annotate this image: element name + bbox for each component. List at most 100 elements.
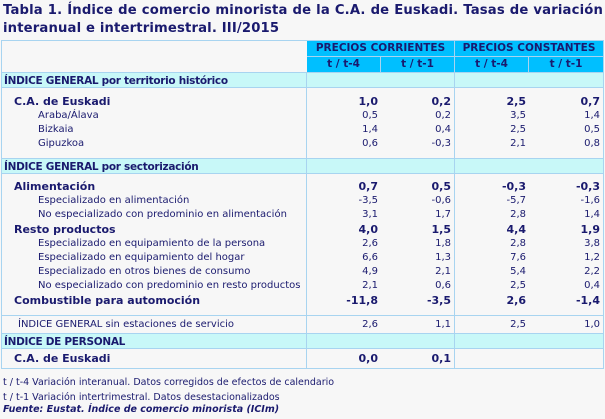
- section-header: ÍNDICE GENERAL por territorio histórico: [2, 72, 603, 88]
- header-sub-row: t / t-4 t / t-1 t / t-4 t / t-1: [2, 56, 603, 72]
- table-row: Alimentación 0,7 0,5 -0,3 -0,3: [2, 179, 603, 194]
- table-row: Especializado en equipamiento de la pers…: [2, 237, 603, 251]
- cell: [455, 349, 529, 368]
- cell: 7,6: [510, 252, 526, 263]
- table-row: Resto productos 4,0 1,5 4,4 1,9: [2, 222, 603, 237]
- note-interanual: t / t-4 Variación interanual. Datos corr…: [3, 377, 335, 388]
- cell: [529, 349, 603, 368]
- cell: 0,6: [381, 279, 455, 293]
- row-label: Resto productos: [2, 222, 307, 237]
- cell: -1,4: [575, 294, 600, 307]
- table-title: Tabla 1. Índice de comercio minorista de…: [3, 3, 603, 36]
- cell: 0,0: [358, 352, 379, 365]
- header-precios-corrientes: PRECIOS CORRIENTES: [307, 41, 455, 56]
- section-fill: [307, 334, 455, 348]
- section-fill: [307, 159, 455, 173]
- header-col: t / t-4: [307, 56, 381, 72]
- cell: 0,1: [381, 349, 455, 368]
- table-row: Especializado en otros bienes de consumo…: [2, 265, 603, 279]
- footnotes: t / t-4 Variación interanual. Datos corr…: [3, 375, 334, 416]
- cell: 0,4: [381, 123, 455, 137]
- spacer: [2, 88, 603, 94]
- section-fill: [307, 73, 455, 87]
- cell: 2,8: [510, 209, 526, 220]
- cell: -3,5: [381, 293, 455, 309]
- section-title: ÍNDICE GENERAL por territorio histórico: [2, 73, 307, 87]
- row-label: Bizkaia: [2, 123, 307, 137]
- row-label: Especializado en alimentación: [2, 194, 307, 208]
- note-intertrimestral: t / t-1 Variación intertrimestral. Datos…: [3, 392, 280, 403]
- spacer: [2, 174, 603, 179]
- section-fill: [455, 159, 603, 173]
- cell: 2,6: [362, 319, 378, 330]
- cell: -0,3: [381, 137, 455, 151]
- row-label: Especializado en equipamiento de la pers…: [2, 237, 307, 251]
- cell: 0,4: [584, 280, 600, 291]
- cell: 2,1: [362, 280, 378, 291]
- header-col: t / t-1: [529, 56, 603, 72]
- section-fill: [455, 334, 603, 348]
- header-col: t / t-1: [381, 56, 455, 72]
- section-title: ÍNDICE DE PERSONAL: [2, 334, 307, 348]
- cell: -11,8: [346, 294, 378, 307]
- table-row: Especializado en alimentación -3,5 -0,6 …: [2, 194, 603, 208]
- cell: 1,9: [580, 223, 601, 236]
- row-label: Especializado en otros bienes de consumo: [2, 265, 307, 279]
- table-row: Gipuzkoa 0,6 -0,3 2,1 0,8: [2, 137, 603, 151]
- table-row: Araba/Álava 0,5 0,2 3,5 1,4: [2, 109, 603, 123]
- cell: 0,5: [381, 179, 455, 194]
- cell: 3,5: [510, 110, 526, 121]
- header-blank: [2, 41, 307, 56]
- row-label: No especializado con predominio en resto…: [2, 279, 307, 293]
- cell: 2,6: [362, 238, 378, 249]
- cell: 2,1: [510, 138, 526, 149]
- table-row: No especializado con predominio en resto…: [2, 279, 603, 293]
- header-col: t / t-4: [455, 56, 529, 72]
- header-precios-constantes: PRECIOS CONSTANTES: [455, 41, 603, 56]
- cell: 2,8: [510, 238, 526, 249]
- row-label: Alimentación: [2, 179, 307, 194]
- table-row: Bizkaia 1,4 0,4 2,5 0,5: [2, 123, 603, 137]
- cell: 0,5: [584, 124, 600, 135]
- cell: 1,0: [584, 319, 600, 330]
- cell: 2,5: [506, 95, 527, 108]
- cell: 1,8: [381, 237, 455, 251]
- cell: -3,5: [358, 195, 378, 206]
- cell: 1,2: [584, 252, 600, 263]
- cell: 0,2: [381, 94, 455, 109]
- cell: -0,3: [575, 180, 600, 193]
- section-fill: [455, 73, 603, 87]
- cell: 5,4: [510, 266, 526, 277]
- cell: 6,6: [362, 252, 378, 263]
- cell: 1,3: [381, 251, 455, 265]
- cell: 0,8: [584, 138, 600, 149]
- row-label: Gipuzkoa: [2, 137, 307, 151]
- cell: 3,1: [362, 209, 378, 220]
- row-label: Araba/Álava: [2, 109, 307, 123]
- cell: 4,9: [362, 266, 378, 277]
- cell: 0,2: [381, 109, 455, 123]
- section-header: ÍNDICE GENERAL por sectorización: [2, 158, 603, 174]
- section-title: ÍNDICE GENERAL por sectorización: [2, 159, 307, 173]
- cell: 4,4: [506, 223, 527, 236]
- table-row: No especializado con predominio en alime…: [2, 208, 603, 222]
- table-row: ÍNDICE GENERAL sin estaciones de servici…: [2, 315, 603, 333]
- source-note: Fuente: Eustat. Índice de comercio minor…: [3, 404, 280, 415]
- cell: -0,6: [381, 194, 455, 208]
- header-group-row: PRECIOS CORRIENTES PRECIOS CONSTANTES: [2, 41, 603, 56]
- cell: 0,6: [362, 138, 378, 149]
- cell: 1,7: [381, 208, 455, 222]
- cell: 4,0: [358, 223, 379, 236]
- row-label: Combustible para automoción: [2, 293, 307, 309]
- row-label: Especializado en equipamiento del hogar: [2, 251, 307, 265]
- spacer: [2, 151, 603, 158]
- cell: 1,1: [381, 316, 455, 333]
- cell: 2,6: [506, 294, 527, 307]
- section-header: ÍNDICE DE PERSONAL: [2, 333, 603, 349]
- spacer: [2, 309, 603, 315]
- cell: 2,2: [584, 266, 600, 277]
- cell: -5,7: [506, 195, 526, 206]
- cell: 3,8: [584, 238, 600, 249]
- cell: 1,4: [362, 124, 378, 135]
- cell: 2,1: [381, 265, 455, 279]
